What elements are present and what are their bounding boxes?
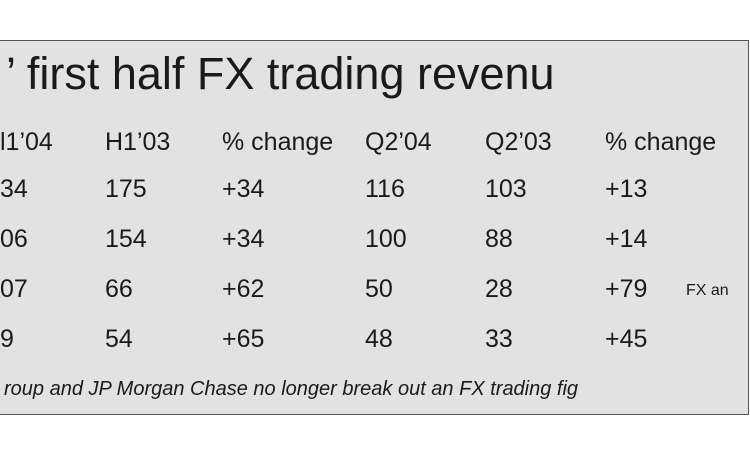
column-header: H1’03 xyxy=(105,128,171,156)
table-cell: 33 xyxy=(485,325,513,353)
table-cell: 07 xyxy=(0,275,28,303)
table-cell: 34 xyxy=(0,175,28,203)
column-header: Q2’03 xyxy=(485,128,552,156)
table-cell: 28 xyxy=(485,275,513,303)
table-cell: 103 xyxy=(485,175,527,203)
column-header: l1’04 xyxy=(0,128,53,156)
table-cell: 06 xyxy=(0,225,28,253)
table-cell: +45 xyxy=(605,325,648,353)
table-cell: 88 xyxy=(485,225,513,253)
table-cell: +34 xyxy=(222,175,265,203)
table-panel xyxy=(0,40,749,415)
table-cell: 9 xyxy=(0,325,14,353)
table-cell: +13 xyxy=(605,175,648,203)
table-cell: +34 xyxy=(222,225,265,253)
table-cell: +65 xyxy=(222,325,265,353)
column-header: % change xyxy=(222,128,334,156)
table-cell: +14 xyxy=(605,225,648,253)
table-cell: 116 xyxy=(365,175,405,203)
table-cell: 50 xyxy=(365,275,393,303)
table-cell: +62 xyxy=(222,275,265,303)
column-header: % change xyxy=(605,128,717,156)
table-cell: 175 xyxy=(105,175,147,203)
table-cell: 100 xyxy=(365,225,407,253)
column-header: Q2’04 xyxy=(365,128,432,156)
table-cell: +79 xyxy=(605,275,648,303)
footnote: roup and JP Morgan Chase no longer break… xyxy=(4,378,579,400)
table-cell: 54 xyxy=(105,325,133,353)
title: ’ first half FX trading revenu xyxy=(6,48,555,99)
table-cell: 48 xyxy=(365,325,393,353)
table-cell: 154 xyxy=(105,225,147,253)
row-note: FX an xyxy=(686,282,729,299)
table-cell: 66 xyxy=(105,275,133,303)
